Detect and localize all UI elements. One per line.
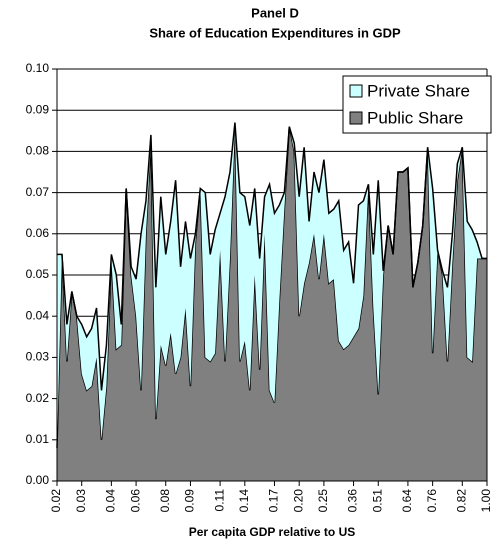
y-tick-label: 0.07 <box>26 185 50 199</box>
x-tick-label: 0.36 <box>346 489 360 513</box>
x-tick-label: 0.09 <box>183 489 197 513</box>
legend-swatch <box>349 84 363 98</box>
x-tick-label: 0.25 <box>316 489 330 513</box>
x-tick-label: 0.04 <box>104 489 118 513</box>
x-tick-label: 0.17 <box>267 489 281 513</box>
x-tick-label: 0.14 <box>237 489 251 513</box>
y-tick-label: 0.00 <box>26 473 50 487</box>
chart-title: Panel D <box>251 5 299 20</box>
x-tick-label: 0.02 <box>49 489 63 513</box>
x-axis-label: Per capita GDP relative to US <box>189 525 356 539</box>
y-tick-label: 0.08 <box>26 144 50 158</box>
y-tick-label: 0.04 <box>26 308 50 322</box>
x-tick-label: 0.03 <box>74 489 88 513</box>
x-tick-label: 0.08 <box>158 489 172 513</box>
legend-swatch <box>349 111 363 125</box>
legend-label: Private Share <box>367 81 470 100</box>
legend-label: Public Share <box>367 108 463 127</box>
y-tick-label: 0.06 <box>26 226 50 240</box>
area-outline <box>57 122 487 391</box>
y-tick-label: 0.03 <box>26 350 50 364</box>
y-tick-label: 0.02 <box>26 391 50 405</box>
y-tick-label: 0.09 <box>26 102 50 116</box>
legend: Private Share Public Share <box>342 75 492 134</box>
x-tick-label: 0.51 <box>370 489 384 513</box>
y-tick-label: 0.05 <box>26 267 50 281</box>
x-tick-label: 0.20 <box>291 489 305 513</box>
plot-area <box>56 122 487 482</box>
legend-box <box>342 75 492 134</box>
chart-subtitle: Share of Education Expenditures in GDP <box>149 25 401 40</box>
x-tick-label: 1.00 <box>479 489 493 513</box>
area <box>57 126 487 482</box>
y-tick-label: 0.10 <box>26 61 50 75</box>
x-tick-label: 0.64 <box>400 489 414 513</box>
y-tick-label: 0.01 <box>26 432 50 446</box>
axes: 0.00 0.01 0.02 0.03 0.04 0.05 0.06 0.07 0.08 0.09… <box>26 61 494 512</box>
x-tick-label: 0.76 <box>425 489 439 513</box>
x-tick-label: 0.11 <box>212 489 226 512</box>
x-tick-label: 0.82 <box>454 489 468 513</box>
x-tick-label: 0.06 <box>128 489 142 513</box>
